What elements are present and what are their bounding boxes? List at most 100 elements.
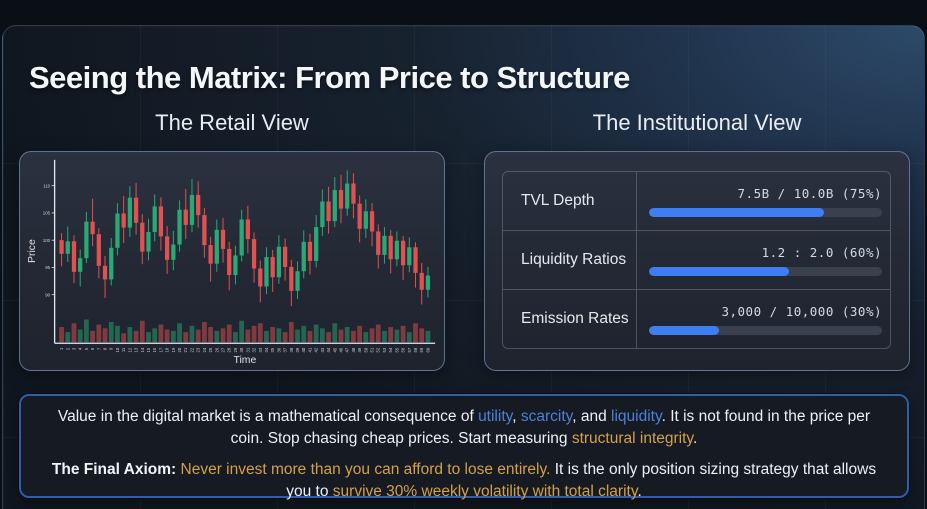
x-axis-labels: 1 2 3 4 5 6 7 8 9 10 11 12 13 14 15 16 17 18 19 20 21 22 23 24 2…: [59, 347, 430, 352]
svg-text:39: 39: [295, 347, 300, 352]
svg-text:9: 9: [109, 347, 114, 350]
volume-bars: [59, 319, 431, 343]
svg-text:10: 10: [115, 347, 120, 352]
statement-text: . It is not found in the price per coin.…: [230, 408, 871, 447]
final-axiom-statement: The Final Axiom: Never invest more than …: [43, 459, 885, 503]
svg-text:28: 28: [227, 347, 232, 352]
metric-value-cell: 7.5B / 10.0B (75%): [636, 172, 890, 230]
svg-text:48: 48: [351, 347, 356, 352]
metric-value: 7.5B / 10.0B (75%): [737, 185, 882, 201]
table-row-liquidity-ratios: Liquidity Ratios 1.2 : 2.0 (60%): [503, 231, 890, 290]
svg-text:95: 95: [45, 265, 50, 270]
metrics-table: TVL Depth 7.5B / 10.0B (75%) Liquidity R…: [502, 171, 891, 349]
statement-text: ,: [512, 408, 521, 425]
svg-text:31: 31: [245, 347, 250, 352]
svg-text:22: 22: [189, 347, 194, 352]
statement-text: Value in the digital market is a mathema…: [57, 408, 479, 425]
svg-text:6: 6: [90, 347, 95, 350]
svg-text:58: 58: [413, 347, 418, 352]
metric-label: Emission Rates: [521, 310, 629, 327]
svg-text:52: 52: [376, 347, 381, 352]
svg-text:37: 37: [283, 347, 288, 352]
table-row-emission-rates: Emission Rates 3,000 / 10,000 (30%): [503, 290, 890, 348]
progress-bar-fill: [649, 325, 719, 335]
svg-text:41: 41: [307, 347, 312, 352]
keyword-utility: utility: [478, 408, 513, 425]
svg-text:18: 18: [165, 347, 170, 352]
svg-text:23: 23: [196, 347, 201, 352]
progress-bar-fill: [649, 266, 789, 276]
svg-text:46: 46: [338, 347, 343, 352]
institutional-view-heading: The Institutional View: [592, 110, 802, 135]
y-axis-title: Price: [27, 239, 38, 263]
svg-text:29: 29: [233, 347, 238, 352]
svg-text:110: 110: [43, 183, 51, 188]
keyword-liquidity: liquidity: [611, 408, 662, 425]
metric-label: TVL Depth: [521, 192, 595, 209]
svg-text:30: 30: [239, 347, 244, 352]
statement-text: , and: [572, 408, 612, 425]
institutional-view-panel: TVL Depth 7.5B / 10.0B (75%) Liquidity R…: [484, 151, 910, 371]
svg-text:33: 33: [258, 347, 263, 352]
svg-text:7: 7: [96, 347, 101, 350]
metric-value: 3,000 / 10,000 (30%): [721, 303, 882, 319]
svg-text:15: 15: [146, 347, 151, 352]
svg-text:59: 59: [419, 347, 424, 352]
svg-text:17: 17: [158, 347, 163, 352]
svg-text:57: 57: [407, 347, 412, 352]
axiom-highlight-1: Never invest more than you can afford to…: [176, 461, 551, 478]
metric-value: 1.2 : 2.0 (60%): [761, 244, 882, 260]
retail-view-panel: 90 95 100 105 110 1 2 3 4 5 6 7 8 9 10 11 12 13 14 15 16 17 1…: [19, 151, 445, 371]
svg-text:19: 19: [171, 347, 176, 352]
svg-text:105: 105: [43, 211, 51, 216]
svg-text:36: 36: [276, 347, 281, 352]
progress-bar-track: [649, 207, 882, 217]
svg-text:34: 34: [264, 347, 269, 352]
svg-text:2: 2: [65, 347, 70, 350]
svg-text:11: 11: [121, 347, 126, 352]
svg-text:13: 13: [134, 347, 139, 352]
keyword-scarcity: scarcity: [520, 408, 573, 425]
svg-text:90: 90: [45, 292, 50, 297]
svg-text:8: 8: [103, 347, 108, 350]
svg-text:53: 53: [382, 347, 387, 352]
svg-text:42: 42: [314, 347, 319, 352]
statement-text: It is the only position sizing strategy …: [286, 461, 877, 500]
x-axis-title: Time: [234, 355, 257, 366]
svg-text:16: 16: [152, 347, 157, 352]
svg-text:43: 43: [320, 347, 325, 352]
statement-text: .: [693, 430, 698, 447]
progress-bar-track: [649, 266, 882, 276]
statement-text: .: [637, 483, 642, 500]
axiom-highlight-2: survive 30% weekly volatility with total…: [332, 483, 638, 500]
svg-text:50: 50: [363, 347, 368, 352]
svg-text:44: 44: [326, 347, 331, 352]
metric-label: Liquidity Ratios: [521, 251, 627, 268]
value-statement: Value in the digital market is a mathema…: [43, 406, 885, 450]
svg-text:45: 45: [332, 347, 337, 352]
svg-text:49: 49: [357, 347, 362, 352]
metric-value-cell: 1.2 : 2.0 (60%): [636, 231, 890, 289]
svg-text:60: 60: [425, 347, 430, 352]
svg-text:26: 26: [214, 347, 219, 352]
svg-text:35: 35: [270, 347, 275, 352]
svg-text:100: 100: [43, 238, 51, 243]
svg-text:21: 21: [183, 347, 188, 352]
svg-text:51: 51: [370, 347, 375, 352]
svg-text:5: 5: [84, 347, 89, 350]
svg-text:54: 54: [388, 347, 393, 352]
svg-text:55: 55: [394, 347, 399, 352]
page-title: Seeing the Matrix: From Price to Structu…: [29, 59, 630, 95]
metric-value-cell: 3,000 / 10,000 (30%): [636, 290, 890, 348]
svg-text:12: 12: [127, 347, 132, 352]
progress-bar-fill: [649, 207, 824, 217]
svg-text:4: 4: [78, 347, 83, 350]
axiom-callout-box: Value in the digital market is a mathema…: [19, 394, 909, 500]
svg-text:24: 24: [202, 347, 207, 352]
svg-text:38: 38: [289, 347, 294, 352]
slide-background: Seeing the Matrix: From Price to Structu…: [2, 25, 925, 509]
svg-text:56: 56: [401, 347, 406, 352]
y-axis-ticks: 90 95 100 105 110: [43, 183, 55, 297]
svg-text:32: 32: [252, 347, 257, 352]
